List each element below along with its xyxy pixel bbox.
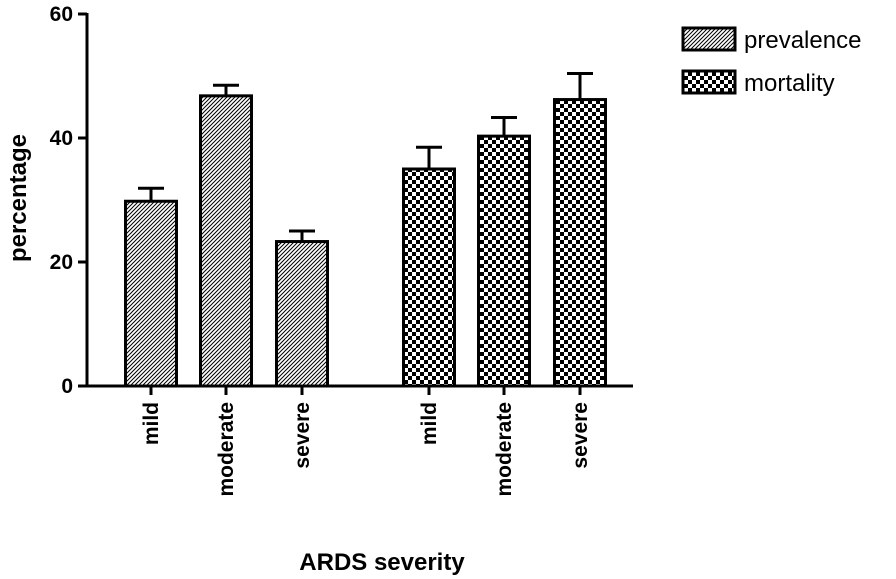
y-tick-label: 0 bbox=[61, 375, 73, 398]
plot-area: 0 20 40 60 mild moderate severe mild moderate sev… bbox=[50, 3, 633, 497]
legend-label-prevalence: prevalence bbox=[744, 27, 861, 54]
x-tick-label: mild bbox=[418, 402, 441, 445]
bar-mortality-severe bbox=[553, 98, 607, 388]
x-axis-title: ARDS severity bbox=[299, 549, 465, 576]
y-axis-title: percentage bbox=[5, 134, 32, 262]
y-tick-label: 60 bbox=[50, 3, 73, 26]
legend: prevalence mortality bbox=[681, 26, 861, 97]
x-tick-label: severe bbox=[291, 402, 314, 469]
legend-swatch-mortality bbox=[681, 69, 737, 95]
x-tick-label: moderate bbox=[215, 402, 238, 497]
bar-mortality-moderate bbox=[477, 134, 531, 388]
y-tick-label: 40 bbox=[50, 127, 73, 150]
x-tick-label: mild bbox=[140, 402, 163, 445]
bar-prevalence-severe bbox=[275, 240, 329, 388]
legend-label-mortality: mortality bbox=[744, 70, 835, 97]
x-tick-label: severe bbox=[569, 402, 592, 469]
bar-mortality-mild bbox=[402, 167, 456, 388]
x-tick-label: moderate bbox=[493, 402, 516, 497]
legend-swatch-prevalence bbox=[681, 26, 737, 52]
bar-prevalence-moderate bbox=[199, 94, 253, 388]
y-tick-label: 20 bbox=[50, 251, 73, 274]
bar-prevalence-mild bbox=[124, 199, 178, 388]
